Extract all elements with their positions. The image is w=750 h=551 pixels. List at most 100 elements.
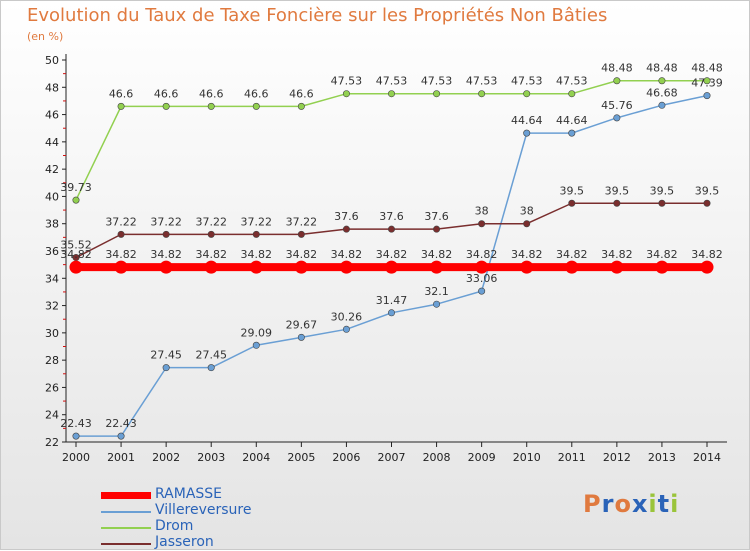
data-point-villereversure bbox=[658, 101, 666, 109]
data-label-drom: 47.53 bbox=[511, 75, 543, 88]
x-tick-label: 2005 bbox=[287, 451, 315, 464]
x-tick-label: 2001 bbox=[107, 451, 135, 464]
data-label-ramasse: 34.82 bbox=[331, 248, 363, 261]
data-label-villereversure: 27.45 bbox=[150, 349, 182, 362]
data-label-jasseron: 37.6 bbox=[334, 210, 359, 223]
data-point-jasseron bbox=[523, 220, 531, 228]
data-label-jasseron: 37.22 bbox=[241, 215, 273, 228]
data-point-ramasse bbox=[294, 260, 308, 274]
legend-swatch bbox=[101, 492, 151, 499]
y-tick-label: 30 bbox=[45, 327, 59, 340]
data-point-villereversure bbox=[342, 325, 350, 333]
data-point-ramasse bbox=[69, 260, 83, 274]
data-label-villereversure: 32.1 bbox=[424, 285, 449, 298]
logo-letter: t bbox=[657, 490, 671, 518]
data-label-jasseron: 37.22 bbox=[195, 215, 227, 228]
legend-label: RAMASSE bbox=[155, 486, 223, 502]
data-label-jasseron: 39.5 bbox=[605, 184, 630, 197]
x-tick-label: 2013 bbox=[648, 451, 676, 464]
data-point-villereversure bbox=[387, 309, 395, 317]
data-point-drom bbox=[478, 90, 486, 98]
data-label-jasseron: 37.6 bbox=[424, 210, 449, 223]
legend-label: Villereversure bbox=[155, 502, 252, 518]
y-tick-label: 22 bbox=[45, 436, 59, 449]
data-point-drom bbox=[568, 90, 576, 98]
data-label-drom: 46.6 bbox=[289, 87, 314, 100]
data-point-drom bbox=[387, 90, 395, 98]
data-point-ramasse bbox=[565, 260, 579, 274]
data-point-jasseron bbox=[658, 199, 666, 207]
data-point-villereversure bbox=[523, 129, 531, 137]
x-tick-label: 2011 bbox=[558, 451, 586, 464]
x-tick-label: 2003 bbox=[197, 451, 225, 464]
logo-letter: P bbox=[583, 490, 602, 518]
data-point-ramasse bbox=[249, 260, 263, 274]
data-point-villereversure bbox=[72, 432, 80, 440]
logo-letter: r bbox=[601, 490, 615, 518]
data-label-villereversure: 29.67 bbox=[286, 318, 318, 331]
data-point-drom bbox=[72, 196, 80, 204]
data-label-drom: 48.48 bbox=[601, 62, 633, 75]
data-point-jasseron bbox=[703, 199, 711, 207]
data-label-villereversure: 46.68 bbox=[646, 86, 678, 99]
y-tick-label: 28 bbox=[45, 354, 59, 367]
data-point-villereversure bbox=[207, 364, 215, 372]
data-label-drom: 39.73 bbox=[60, 181, 92, 194]
x-tick-label: 2008 bbox=[423, 451, 451, 464]
data-label-ramasse: 34.82 bbox=[511, 248, 543, 261]
data-point-villereversure bbox=[613, 114, 621, 122]
legend-swatch bbox=[101, 511, 151, 513]
y-tick-label: 32 bbox=[45, 300, 59, 313]
data-point-jasseron bbox=[387, 225, 395, 233]
data-point-villereversure bbox=[117, 432, 125, 440]
data-point-drom bbox=[207, 102, 215, 110]
data-point-villereversure bbox=[162, 364, 170, 372]
data-label-ramasse: 34.82 bbox=[646, 248, 678, 261]
data-point-villereversure bbox=[252, 341, 260, 349]
logo-letter: o bbox=[614, 490, 632, 518]
data-point-jasseron bbox=[252, 230, 260, 238]
data-label-villereversure: 33.06 bbox=[466, 272, 498, 285]
logo-letter: i bbox=[670, 490, 680, 518]
data-point-ramasse bbox=[339, 260, 353, 274]
data-label-jasseron: 37.22 bbox=[150, 215, 182, 228]
data-point-drom bbox=[523, 90, 531, 98]
data-label-villereversure: 27.45 bbox=[195, 349, 227, 362]
x-tick-label: 2002 bbox=[152, 451, 180, 464]
x-tick-label: 2012 bbox=[603, 451, 631, 464]
x-tick-label: 2004 bbox=[242, 451, 270, 464]
data-point-villereversure bbox=[478, 287, 486, 295]
y-tick-label: 26 bbox=[45, 381, 59, 394]
data-point-ramasse bbox=[520, 260, 534, 274]
data-label-jasseron: 37.22 bbox=[286, 215, 318, 228]
data-point-drom bbox=[297, 102, 305, 110]
data-label-ramasse: 34.82 bbox=[286, 248, 318, 261]
x-tick-label: 2009 bbox=[468, 451, 496, 464]
legend-label: Jasseron bbox=[155, 534, 214, 550]
chart-title: Evolution du Taux de Taxe Foncière sur l… bbox=[27, 5, 608, 26]
data-point-ramasse bbox=[204, 260, 218, 274]
data-label-villereversure: 22.43 bbox=[60, 417, 92, 430]
data-point-drom bbox=[342, 90, 350, 98]
data-label-jasseron: 38 bbox=[475, 205, 489, 218]
data-label-villereversure: 47.39 bbox=[691, 77, 723, 90]
data-label-drom: 46.6 bbox=[199, 87, 224, 100]
x-tick-label: 2000 bbox=[62, 451, 90, 464]
data-point-ramasse bbox=[385, 260, 398, 274]
data-point-jasseron bbox=[478, 220, 486, 228]
data-point-jasseron bbox=[613, 199, 621, 207]
data-point-ramasse bbox=[475, 260, 489, 274]
data-label-villereversure: 45.76 bbox=[601, 99, 633, 112]
legend-swatch bbox=[101, 527, 151, 529]
proxiti-logo: Proxiti bbox=[583, 490, 679, 518]
data-point-drom bbox=[613, 77, 621, 85]
data-point-jasseron bbox=[433, 225, 441, 233]
data-label-ramasse: 34.82 bbox=[150, 248, 182, 261]
data-label-jasseron: 39.5 bbox=[560, 184, 585, 197]
data-label-drom: 48.48 bbox=[646, 62, 678, 75]
y-unit-label: (en %) bbox=[27, 30, 64, 43]
data-point-jasseron bbox=[117, 230, 125, 238]
x-tick-label: 2014 bbox=[693, 451, 721, 464]
data-label-villereversure: 29.09 bbox=[241, 326, 273, 339]
y-tick-label: 40 bbox=[45, 190, 59, 203]
